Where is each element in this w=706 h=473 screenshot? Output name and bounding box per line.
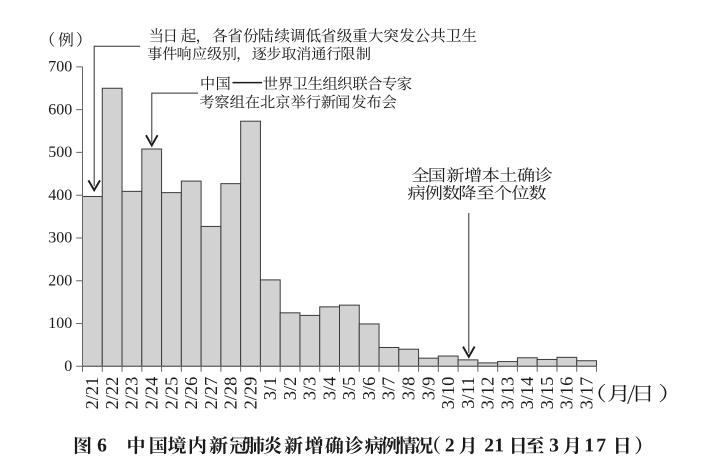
- svg-text:3/15: 3/15: [537, 377, 557, 410]
- svg-text:100: 100: [48, 315, 72, 332]
- svg-text:2/27: 2/27: [201, 377, 221, 410]
- svg-text:3/14: 3/14: [517, 377, 537, 410]
- svg-text:2/26: 2/26: [181, 377, 201, 410]
- svg-text:2/24: 2/24: [141, 377, 161, 410]
- svg-text:3/2: 3/2: [280, 377, 300, 401]
- svg-text:3/3: 3/3: [300, 377, 320, 401]
- svg-text:200: 200: [48, 272, 72, 289]
- svg-text:500: 500: [48, 144, 72, 161]
- svg-text:2/21: 2/21: [82, 377, 102, 410]
- svg-text:3/4: 3/4: [319, 377, 339, 401]
- svg-text:3/8: 3/8: [398, 377, 418, 401]
- svg-text:2/22: 2/22: [102, 377, 122, 410]
- svg-text:2/25: 2/25: [161, 377, 181, 410]
- svg-text:700: 700: [48, 58, 72, 75]
- svg-text:3/1: 3/1: [260, 377, 280, 401]
- svg-text:3/11: 3/11: [458, 377, 478, 409]
- svg-text:2/28: 2/28: [221, 377, 241, 410]
- svg-text:3/7: 3/7: [379, 377, 399, 401]
- svg-text:2/29: 2/29: [240, 377, 260, 410]
- svg-text:3/12: 3/12: [478, 377, 498, 410]
- svg-text:3/17: 3/17: [576, 377, 596, 410]
- svg-text:3/5: 3/5: [339, 377, 359, 401]
- svg-text:2/23: 2/23: [122, 377, 142, 410]
- svg-text:400: 400: [48, 187, 72, 204]
- svg-text:300: 300: [48, 230, 72, 247]
- svg-text:0: 0: [64, 358, 72, 375]
- svg-text:3/13: 3/13: [497, 377, 517, 410]
- svg-text:3/9: 3/9: [418, 377, 438, 401]
- svg-text:600: 600: [48, 101, 72, 118]
- svg-text:3/10: 3/10: [438, 377, 458, 410]
- svg-text:3/6: 3/6: [359, 377, 379, 401]
- svg-text:3/16: 3/16: [557, 377, 577, 410]
